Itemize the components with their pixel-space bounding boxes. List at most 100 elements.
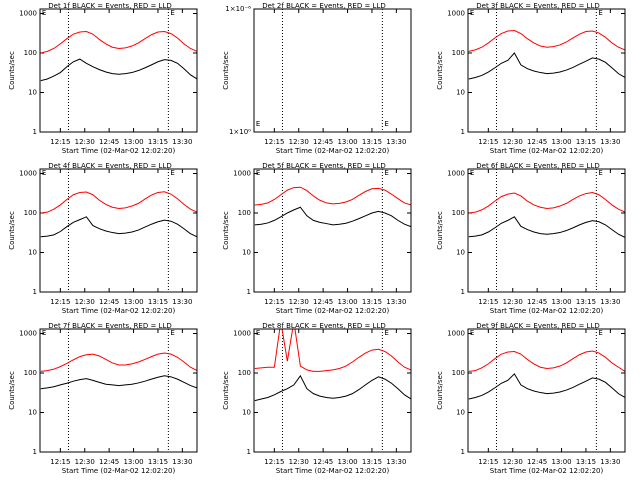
series-line: [468, 373, 625, 400]
y-tick-label: 10: [456, 89, 465, 97]
annotation: E: [170, 169, 174, 177]
series-line: [468, 30, 625, 52]
y-tick-label: 1: [33, 448, 37, 456]
annotation: E: [170, 329, 174, 337]
x-tick-label: 12:30: [503, 138, 523, 146]
x-axis-label: Start Time (02-Mar-02 12:02:20): [490, 147, 604, 155]
x-tick-label: 13:00: [337, 458, 357, 466]
panel-title: Det 8f BLACK = Events, RED = LLD: [262, 322, 385, 330]
y-tick-label: 100: [452, 49, 465, 57]
series-line: [254, 329, 411, 372]
x-tick-label: 12:15: [264, 458, 284, 466]
x-tick-label: 13:30: [386, 138, 406, 146]
y-axis-label: Counts/sec: [436, 51, 444, 90]
panel: Det 1f BLACK = Events, RED = LLD Counts/s…: [8, 2, 198, 155]
series-line: [468, 52, 625, 80]
y-tick-label: 10: [28, 409, 37, 417]
series-line: [40, 31, 197, 54]
x-tick-label: 13:15: [576, 298, 596, 306]
panel: Det 9f BLACK = Events, RED = LLD Counts/s…: [436, 322, 626, 475]
x-tick-label: 13:00: [337, 298, 357, 306]
y-tick-label: 1000: [447, 170, 465, 178]
panel: Det 7f BLACK = Events, RED = LLD Counts/s…: [8, 322, 198, 475]
panel-title: Det 6f BLACK = Events, RED = LLD: [476, 162, 599, 170]
x-tick-label: 12:15: [50, 138, 70, 146]
panel-title: Det 9f BLACK = Events, RED = LLD: [476, 322, 599, 330]
x-tick-label: 13:30: [600, 138, 620, 146]
panel-title: Det 5f BLACK = Events, RED = LLD: [262, 162, 385, 170]
y-axis-label: Counts/sec: [8, 51, 16, 90]
annotation: E: [470, 169, 474, 177]
panel: Det 3f BLACK = Events, RED = LLD Counts/s…: [436, 2, 626, 155]
x-tick-label: 13:00: [551, 138, 571, 146]
annotation: E: [470, 9, 474, 17]
panel-title: Det 2f BLACK = Events, RED = LLD: [262, 2, 385, 10]
x-tick-label: 13:00: [337, 138, 357, 146]
y-tick-label: 1×10⁻⁶: [225, 5, 251, 13]
x-tick-label: 12:45: [313, 138, 333, 146]
x-tick-label: 13:30: [386, 298, 406, 306]
annotation: E: [42, 329, 46, 337]
y-tick-label: 100: [24, 49, 37, 57]
x-tick-label: 13:30: [600, 458, 620, 466]
series-line: [40, 191, 197, 214]
x-tick-label: 12:45: [313, 298, 333, 306]
x-tick-label: 12:45: [527, 458, 547, 466]
series-line: [468, 350, 625, 372]
y-axis-label: Counts/sec: [222, 211, 230, 250]
series-line: [40, 352, 197, 372]
x-axis-label: Start Time (02-Mar-02 12:02:20): [490, 307, 604, 315]
x-tick-label: 12:15: [50, 458, 70, 466]
x-axis-label: Start Time (02-Mar-02 12:02:20): [490, 467, 604, 475]
plot-frame: [39, 168, 198, 293]
y-axis-label: Counts/sec: [436, 211, 444, 250]
y-tick-label: 1: [33, 288, 37, 296]
y-tick-label: 100: [238, 209, 251, 217]
plot-frame: [39, 328, 198, 453]
x-tick-label: 13:00: [123, 298, 143, 306]
panel-title: Det 3f BLACK = Events, RED = LLD: [476, 2, 599, 10]
plot-frame: [467, 168, 626, 293]
plot-frame: [253, 8, 412, 133]
panel: Det 8f BLACK = Events, RED = LLD Counts/s…: [222, 322, 412, 475]
y-axis-label: Counts/sec: [8, 211, 16, 250]
y-tick-label: 10: [242, 249, 251, 257]
x-tick-label: 13:15: [148, 458, 168, 466]
plot-frame: [467, 328, 626, 453]
x-tick-label: 12:30: [75, 298, 95, 306]
panel: Det 4f BLACK = Events, RED = LLD Counts/s…: [8, 162, 198, 315]
x-tick-label: 12:45: [99, 138, 119, 146]
x-tick-label: 12:45: [99, 298, 119, 306]
plot-frame: [253, 168, 412, 293]
x-tick-label: 13:30: [600, 298, 620, 306]
y-tick-label: 1: [461, 448, 465, 456]
x-axis-label: Start Time (02-Mar-02 12:02:20): [276, 467, 390, 475]
y-tick-label: 100: [452, 369, 465, 377]
series-line: [40, 58, 197, 82]
panel-title: Det 4f BLACK = Events, RED = LLD: [48, 162, 171, 170]
y-tick-label: 1: [247, 448, 251, 456]
y-tick-label: 10: [456, 409, 465, 417]
x-tick-label: 12:30: [503, 298, 523, 306]
y-tick-label: 1: [247, 288, 251, 296]
x-tick-label: 13:15: [576, 458, 596, 466]
y-tick-label: 1000: [19, 170, 37, 178]
x-tick-label: 13:15: [362, 298, 382, 306]
series-line: [40, 216, 197, 238]
y-tick-label: 10: [28, 89, 37, 97]
y-tick-label: 100: [452, 209, 465, 217]
annotation: E: [598, 169, 602, 177]
x-tick-label: 13:30: [172, 138, 192, 146]
x-tick-label: 13:00: [123, 138, 143, 146]
annotation: E: [42, 169, 46, 177]
y-tick-label: 1000: [447, 10, 465, 18]
x-tick-label: 12:15: [478, 298, 498, 306]
x-axis-label: Start Time (02-Mar-02 12:02:20): [276, 147, 390, 155]
x-tick-label: 12:45: [99, 458, 119, 466]
x-axis-label: Start Time (02-Mar-02 12:02:20): [62, 467, 176, 475]
y-tick-label: 1000: [19, 10, 37, 18]
annotation: E: [256, 169, 260, 177]
y-tick-label: 1000: [447, 330, 465, 338]
panel: Det 5f BLACK = Events, RED = LLD Counts/s…: [222, 162, 412, 315]
